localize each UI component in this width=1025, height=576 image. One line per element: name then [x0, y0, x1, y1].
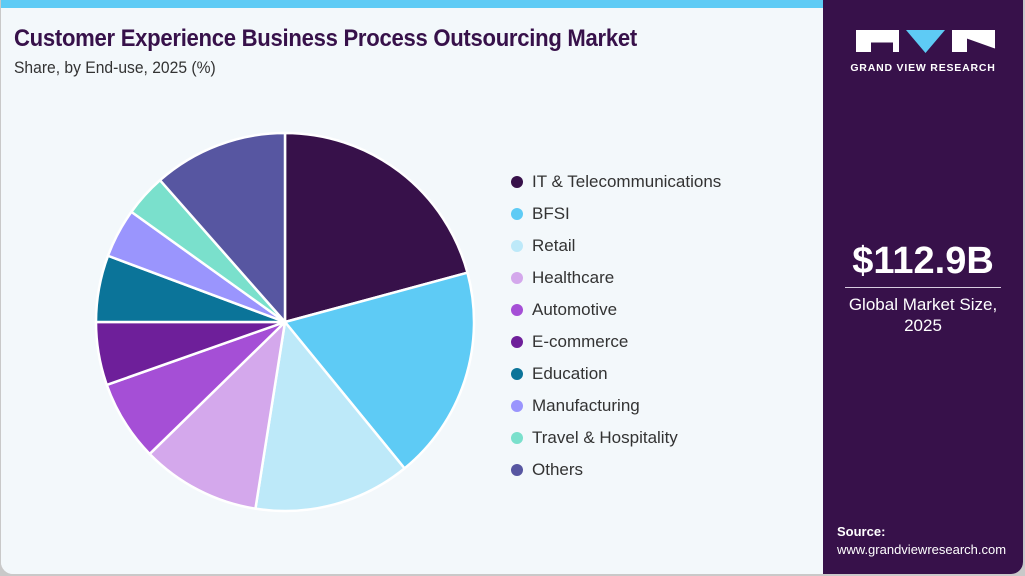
legend-item: Manufacturing [511, 390, 721, 422]
legend-label: Retail [532, 236, 576, 255]
legend-dot-icon [511, 240, 523, 252]
legend-item: Automotive [511, 294, 721, 326]
grand-view-research-logo [856, 30, 996, 53]
chart-subtitle: Share, by End-use, 2025 (%) [14, 58, 216, 77]
legend-dot-icon [511, 208, 523, 220]
source-label: Source: [837, 524, 886, 539]
market-size-label: Global Market Size, 2025 [823, 294, 1023, 336]
pie-slice-it-telecommunications [283, 131, 469, 324]
legend-item: Healthcare [511, 262, 721, 294]
legend-item: Others [511, 454, 721, 486]
accent-bar [1, 0, 823, 8]
pie-slice-others [158, 131, 287, 324]
pie-slice-bfsi [283, 271, 476, 470]
legend-label: IT & Telecommunications [532, 172, 722, 191]
legend-label: Others [532, 460, 584, 479]
pie-chart [94, 131, 476, 513]
legend-dot-icon [511, 400, 523, 412]
logo-text: GRAND VIEW RESEARCH [850, 62, 996, 74]
legend-item: Travel & Hospitality [511, 422, 721, 454]
legend-dot-icon [511, 304, 523, 316]
legend-label: Travel & Hospitality [532, 428, 678, 447]
market-size-value: $112.9B [852, 240, 994, 282]
legend-item: E-commerce [511, 326, 721, 358]
source-link[interactable]: www.grandviewresearch.com [837, 542, 1007, 557]
market-size-label-line1: Global Market Size, [848, 295, 998, 314]
divider [845, 287, 1001, 288]
legend-dot-icon [511, 336, 523, 348]
legend-label: E-commerce [532, 332, 629, 351]
legend-label: BFSI [532, 204, 570, 223]
legend-item: Retail [511, 230, 721, 262]
pie-slice-retail [254, 320, 406, 513]
legend-label: Automotive [532, 300, 618, 319]
chart-title: Customer Experience Business Process Out… [14, 25, 637, 52]
legend-dot-icon [511, 368, 523, 380]
legend: IT & Telecommunications BFSI Retail Healthc… [511, 166, 721, 486]
legend-item: IT & Telecommunications [511, 166, 721, 198]
legend-label: Education [532, 364, 608, 383]
legend-dot-icon [511, 432, 523, 444]
legend-dot-icon [511, 176, 523, 188]
legend-label: Healthcare [532, 268, 615, 287]
sidebar-panel: GRAND VIEW RESEARCH $112.9B Global Marke… [823, 0, 1023, 574]
legend-dot-icon [511, 272, 523, 284]
pie-slice-healthcare [148, 320, 287, 510]
legend-item: Education [511, 358, 721, 390]
legend-label: Manufacturing [532, 396, 640, 415]
legend-item: BFSI [511, 198, 721, 230]
legend-dot-icon [511, 464, 523, 476]
market-size-label-line2: 2025 [904, 316, 942, 335]
